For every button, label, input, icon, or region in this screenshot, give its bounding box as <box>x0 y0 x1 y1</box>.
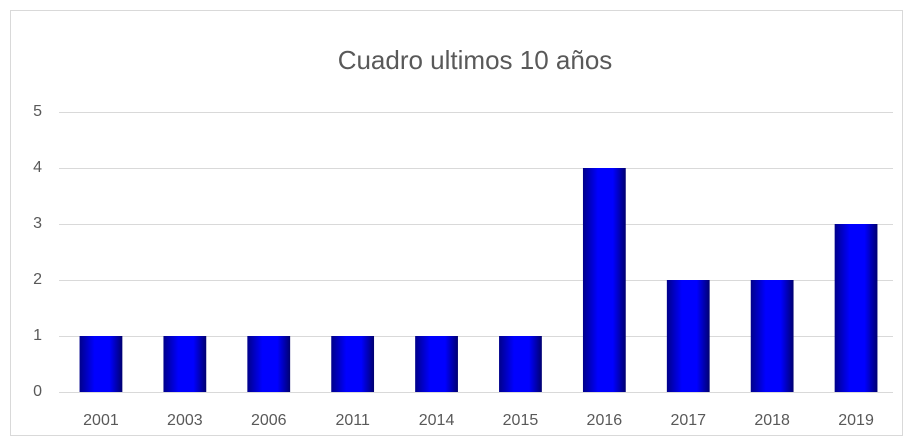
x-tick-label: 2017 <box>670 412 706 429</box>
x-tick-label: 2001 <box>83 412 119 429</box>
x-tick-label: 2011 <box>335 412 370 429</box>
chart-title: Cuadro ultimos 10 años <box>338 45 613 75</box>
x-tick-label: 2014 <box>419 412 455 429</box>
bar <box>666 280 710 392</box>
bar <box>750 280 794 392</box>
y-tick-label: 4 <box>33 159 42 176</box>
y-tick-label: 2 <box>33 271 42 288</box>
bar <box>331 336 375 392</box>
bar <box>79 336 123 392</box>
x-tick-label: 2006 <box>251 412 287 429</box>
y-tick-label: 0 <box>33 383 42 400</box>
bar <box>582 168 626 392</box>
x-tick-label: 2003 <box>167 412 203 429</box>
x-tick-label: 2015 <box>503 412 539 429</box>
bar <box>247 336 291 392</box>
bar <box>163 336 207 392</box>
x-tick-label: 2016 <box>587 412 623 429</box>
y-tick-label: 1 <box>33 327 42 344</box>
x-tick-label: 2019 <box>838 412 874 429</box>
bar <box>499 336 542 392</box>
y-tick-label: 5 <box>33 103 42 120</box>
y-tick-label: 3 <box>33 215 42 232</box>
x-tick-label: 2018 <box>754 412 790 429</box>
bar <box>415 336 458 392</box>
bar <box>834 224 878 392</box>
